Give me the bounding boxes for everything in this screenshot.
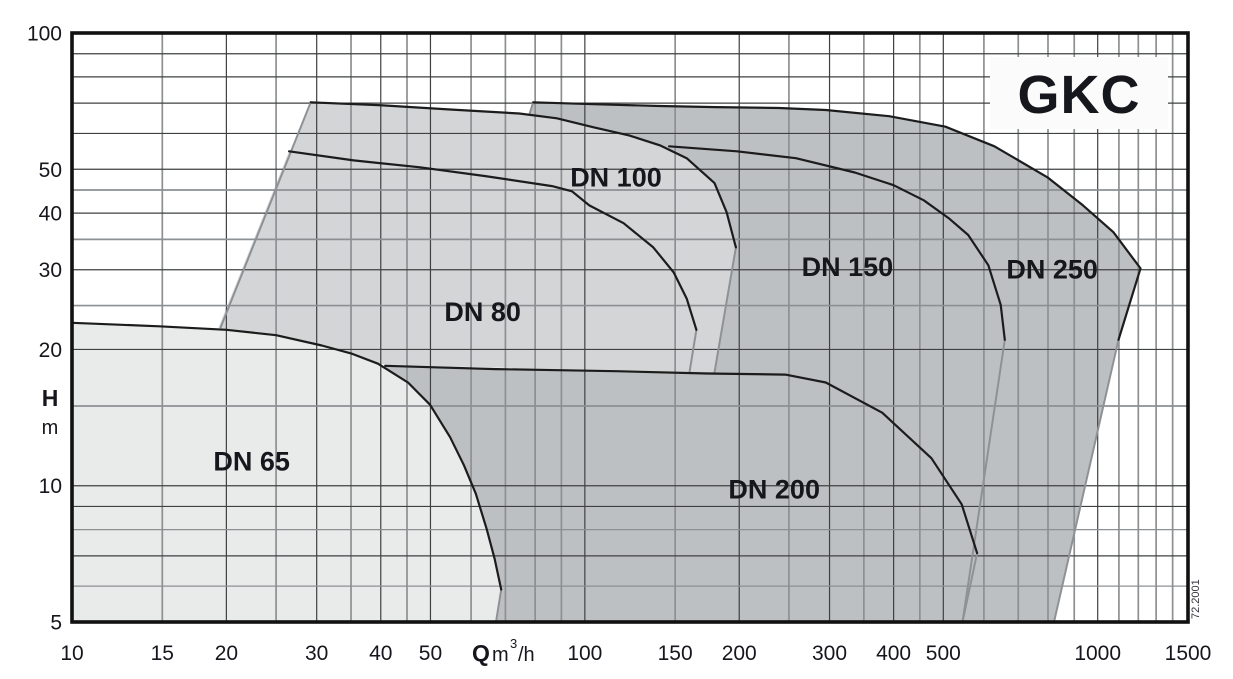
region-label-dn-200: DN 200: [728, 475, 820, 505]
performance-curve: [309, 101, 737, 249]
performance-curve: [668, 145, 1006, 341]
document-number: 72.2001: [1190, 579, 1202, 619]
performance-curve: [288, 150, 698, 331]
x-tick-40: 40: [369, 642, 392, 665]
region-label-dn-150: DN 150: [802, 252, 894, 282]
y-tick-30: 30: [39, 259, 62, 282]
y-axis-tick-labels: 100 50 40 30 20 10 5: [27, 23, 62, 635]
x-tick-1000: 1000: [1074, 642, 1121, 665]
performance-curve: [384, 364, 979, 555]
y-axis-label-symbol: H: [42, 385, 59, 411]
region-labels: DN 250 DN 150 DN 200 DN 100 DN 80 DN 65: [213, 162, 1098, 504]
x-tick-50: 50: [419, 642, 442, 665]
x-tick-15: 15: [151, 642, 174, 665]
x-axis-tick-labels: 10 15 20 30 40 50 100 150 200 300 400 500 1000 1500: [60, 642, 1211, 665]
region-label-dn-65: DN 65: [213, 447, 290, 477]
plot-frame: [70, 31, 1190, 624]
x-tick-30: 30: [305, 642, 328, 665]
title-box: [990, 57, 1168, 129]
x-tick-20: 20: [215, 642, 238, 665]
y-tick-10: 10: [39, 475, 62, 498]
range-limit-line: [528, 101, 535, 116]
range-limit-line: [961, 552, 979, 622]
x-axis-label-unit-m: m: [492, 644, 509, 666]
region-area-dn-65: [72, 322, 502, 622]
range-limit-line: [713, 246, 737, 374]
range-limit-line: [495, 588, 503, 622]
region-label-dn-250: DN 250: [1006, 255, 1098, 285]
range-limit-line: [688, 328, 698, 374]
y-tick-5: 5: [50, 612, 62, 635]
y-tick-100: 100: [27, 23, 62, 46]
x-tick-150: 150: [658, 642, 693, 665]
range-limit-line: [1053, 338, 1120, 622]
x-tick-500: 500: [926, 642, 961, 665]
x-tick-100: 100: [567, 642, 602, 665]
x-tick-400: 400: [876, 642, 911, 665]
range-limit-line: [961, 338, 1006, 622]
performance-curve: [72, 321, 503, 591]
y-tick-20: 20: [39, 339, 62, 362]
x-tick-1500: 1500: [1165, 642, 1212, 665]
y-axis-label-unit: m: [42, 417, 59, 439]
x-axis-label-unit-exponent: 3: [510, 636, 517, 651]
x-tick-200: 200: [722, 642, 757, 665]
x-tick-300: 300: [812, 642, 847, 665]
region-label-dn-80: DN 80: [444, 297, 521, 327]
region-boundaries: [72, 101, 1142, 622]
chart-title: GKC: [1018, 65, 1141, 125]
performance-curve: [532, 101, 1142, 341]
y-tick-50: 50: [39, 159, 62, 182]
y-tick-40: 40: [39, 203, 62, 226]
x-axis-label-unit-per-hour: /h: [518, 644, 535, 666]
range-limit-line: [219, 101, 312, 329]
x-axis-label-symbol: Q: [472, 640, 490, 666]
region-area-dn-80: [218, 151, 697, 373]
region-label-dn-100: DN 100: [570, 162, 662, 192]
x-tick-10: 10: [60, 642, 83, 665]
